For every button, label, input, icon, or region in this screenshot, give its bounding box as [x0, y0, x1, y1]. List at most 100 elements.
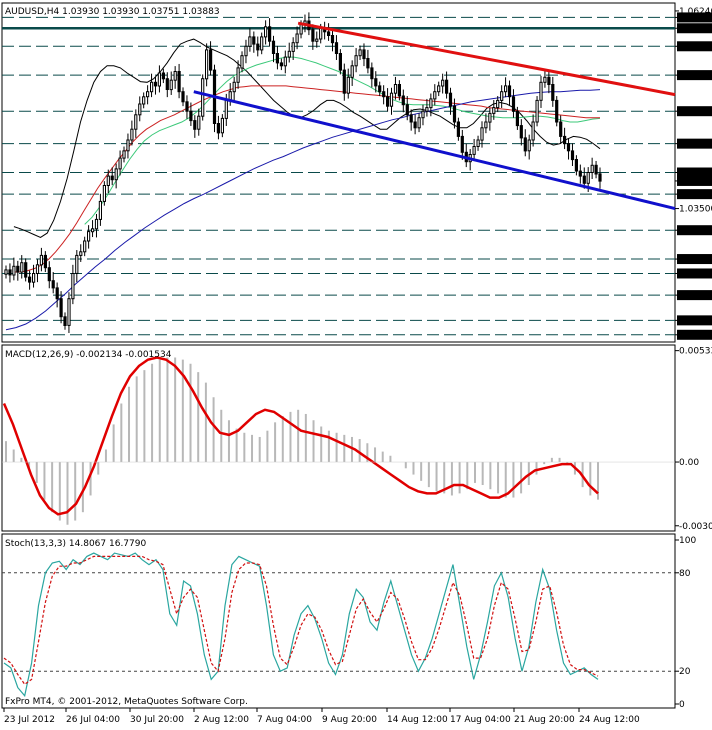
- price-tick-label: 1.03700: [679, 190, 712, 200]
- candle: [492, 100, 496, 120]
- time-tick-label: 30 Jul 20:00: [130, 715, 184, 725]
- candle: [197, 108, 201, 136]
- candle: [362, 43, 366, 67]
- candle: [354, 48, 358, 73]
- macd-signal-line: [2, 356, 599, 516]
- candle-body: [582, 175, 586, 184]
- time-tick-label: 9 Aug 20:00: [322, 715, 377, 725]
- candle: [531, 114, 535, 147]
- candle-body: [441, 79, 445, 87]
- candle-body: [173, 71, 177, 81]
- candle: [275, 45, 279, 70]
- stoch-levels: [2, 572, 675, 672]
- macd-signal-line: [2, 356, 599, 516]
- price-tick-label: 1.03883: [679, 177, 712, 187]
- candle: [268, 18, 272, 47]
- price-tick-label: 1.06240: [679, 7, 712, 17]
- candle-body: [150, 81, 154, 93]
- candle-body: [484, 121, 488, 129]
- candle: [370, 62, 374, 88]
- candle-body: [299, 24, 303, 35]
- candle-body: [578, 170, 582, 177]
- candle-body: [539, 81, 543, 101]
- candle-body: [433, 91, 437, 100]
- candle-body: [472, 146, 476, 155]
- price-tick-label: 1.02600: [679, 269, 712, 279]
- moving-average-line: [13, 38, 601, 238]
- copyright: FxPro MT4, © 2001-2012, MetaQuotes Softw…: [5, 697, 248, 707]
- candle: [209, 41, 213, 76]
- candle: [535, 96, 539, 127]
- candle: [236, 60, 240, 89]
- candle: [279, 58, 283, 71]
- time-axis: 23 Jul 2012 26 Jul 04:00 30 Jul 20:00 2 Aug…: [3, 708, 640, 725]
- price-axis: 1.062401.061501.06000 1.05750 1.05350 1.048…: [675, 7, 712, 341]
- price-tick-label: 1.04850: [679, 107, 712, 117]
- candle: [598, 167, 602, 189]
- candle: [484, 113, 488, 134]
- candle: [574, 155, 578, 176]
- candle-body: [220, 117, 225, 134]
- candle: [570, 143, 575, 167]
- price-tick-bg: [677, 41, 712, 52]
- candle-body: [586, 172, 590, 184]
- price-tick-label: 1.03500: [679, 205, 712, 215]
- candle-body: [413, 121, 417, 129]
- trendline: [193, 90, 676, 211]
- candle-body: [8, 269, 12, 276]
- price-tick-bg: [677, 315, 712, 326]
- candle-body: [209, 49, 213, 71]
- candle-body: [232, 81, 236, 93]
- candle-body: [185, 101, 189, 112]
- candle: [177, 63, 181, 99]
- candle: [256, 36, 260, 57]
- candle-body: [555, 99, 559, 123]
- candle-body: [55, 287, 59, 300]
- candle-body: [98, 200, 103, 220]
- candle-body: [460, 135, 464, 153]
- time-tick-label: 24 Aug 12:00: [579, 715, 640, 725]
- candle-body: [138, 103, 142, 116]
- candle-body: [594, 164, 598, 175]
- candle: [417, 113, 421, 133]
- candle: [350, 60, 354, 86]
- candle-body: [389, 92, 394, 107]
- candle: [389, 87, 394, 115]
- candle-body: [590, 164, 594, 174]
- candle: [382, 85, 386, 105]
- price-tick-label: 1.05750: [679, 42, 712, 52]
- time-tick-label: 26 Jul 04:00: [66, 715, 120, 725]
- candle-body: [543, 76, 547, 83]
- candle-body: [193, 120, 197, 130]
- candle: [393, 76, 398, 100]
- candle: [445, 71, 449, 99]
- candle-body: [240, 55, 244, 69]
- price-tick-bg: [677, 290, 712, 301]
- trendline: [297, 21, 676, 97]
- time-tick-label: 7 Aug 04:00: [257, 715, 312, 725]
- candle: [91, 220, 95, 238]
- candle: [437, 81, 441, 97]
- candle-body: [275, 53, 279, 64]
- candle: [543, 68, 547, 88]
- candle: [71, 264, 75, 305]
- candle-body: [169, 79, 173, 91]
- candle: [16, 260, 20, 281]
- candle: [106, 169, 110, 194]
- candle: [220, 114, 225, 138]
- candle-body: [311, 29, 315, 42]
- candle-body: [515, 110, 519, 127]
- candle: [342, 63, 346, 101]
- candle: [327, 23, 331, 41]
- candle: [24, 258, 28, 282]
- candle: [346, 68, 350, 99]
- macd-tick-label: 0.00533: [679, 347, 712, 357]
- price-tick-bg: [677, 329, 712, 340]
- candle: [43, 251, 47, 273]
- candle-body: [370, 67, 374, 80]
- candle: [496, 96, 500, 112]
- candle-body: [319, 27, 323, 40]
- price-tick-bg: [677, 225, 712, 236]
- candle-body: [201, 78, 205, 117]
